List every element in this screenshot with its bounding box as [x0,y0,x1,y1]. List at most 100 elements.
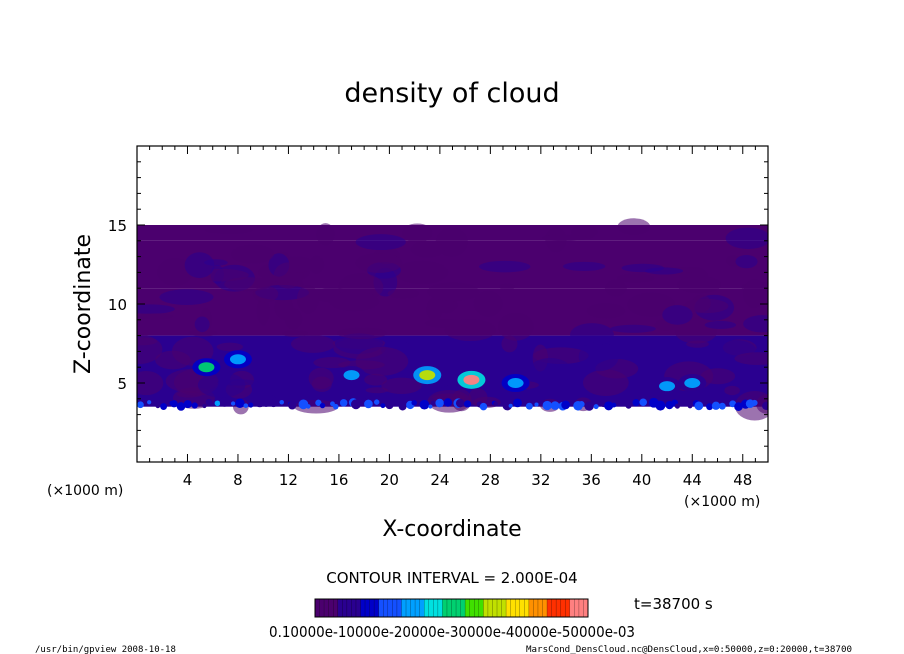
colorbar-step [574,599,580,617]
layer-base-speck [593,404,599,410]
field-patch [157,258,194,286]
layer-base-speck [435,398,444,408]
time-label: t=38700 s [634,595,713,613]
field-patch [217,379,259,386]
layer-base-speck [288,401,297,410]
colorbar-step [360,599,366,617]
colorbar-step [428,599,434,617]
x-tick-label: 20 [380,471,399,489]
layer-base-speck [542,400,552,411]
colorbar-step [565,599,571,617]
colorbar-step [560,599,566,617]
colorbar-tick-labels: 0.10000e-10000e-20000e-30000e-40000e-500… [269,623,635,641]
layer-base-speck [263,401,269,407]
field-patch [355,346,409,376]
colorbar-frame [314,598,589,618]
layer-base-speck [380,403,386,409]
layer-base-speck [706,403,714,411]
colorbar-step [406,599,411,617]
colorbar-step [424,599,430,617]
cloud-cell-core [684,378,701,388]
x-unit-label: (×1000 m) [684,494,760,510]
footer-left: /usr/bin/gpview 2008-10-18 [35,645,176,654]
field-patch [528,357,572,385]
colorbar-step [351,599,357,617]
colorbar-step [401,599,407,617]
field-patch [313,357,351,369]
layer-base-speck [191,402,198,409]
field-patch [395,260,449,285]
field-patch [308,255,325,274]
field-patch [497,312,534,341]
cloud-cell-core [198,362,215,373]
colorbar-step [456,599,461,617]
layer-base-speck [443,398,453,407]
field-patch [704,320,737,329]
colorbar-step [542,599,548,617]
colorbar-step [524,599,530,617]
field-patch [468,388,488,406]
field-patch [194,316,210,333]
layer-base-speck [513,398,522,408]
colorbar-step [355,599,361,617]
field-patch [604,279,627,297]
colorbar-step [537,599,543,617]
x-tick-label: 32 [531,471,550,489]
layer-base-speck [137,401,144,409]
layer-base-speck [428,404,433,409]
field-patch [676,276,722,294]
field-patch [541,234,587,242]
colorbar-step [469,599,475,617]
layer-base-speck [298,399,309,410]
x-axis-label: X-coordinate [382,517,521,542]
field-patch [735,254,758,269]
field-patch [610,324,656,333]
field-patch [256,296,270,326]
field-patch [355,253,403,273]
colorbar-step [383,599,389,617]
layer-base-speck [578,401,585,408]
layer-base-speck [230,401,236,406]
x-tick-label: 28 [481,471,500,489]
colorbar-step [497,599,502,617]
colorbar-step [324,599,329,617]
field-patch [743,279,766,308]
colorbar-step [315,599,320,617]
colorbar-step [415,599,420,617]
layer-base-speck [674,403,680,409]
field-patch [427,282,480,302]
colorbar-step [451,599,457,617]
cloud-cell-core [343,370,360,381]
cloud-density-field [137,218,768,421]
colorbar-step [478,599,484,617]
colorbar-step [437,599,443,617]
field-patch [137,313,174,320]
colorbar-step [419,599,425,617]
layer-base-speck [762,401,768,411]
field-patch [627,292,676,317]
contour-interval-label: CONTOUR INTERVAL = 2.000E-04 [326,569,577,587]
colorbar-step [346,599,352,617]
layer-base-speck [398,402,407,411]
field-patch [137,304,175,314]
field-patch [662,305,693,325]
layer-base-speck [734,402,743,411]
colorbar-step [442,599,448,617]
x-tick-label: 40 [632,471,651,489]
x-tick-label: 48 [733,471,752,489]
colorbar-step [410,599,416,617]
field-patch [252,285,279,303]
layer-base-speck [584,401,594,411]
field-patch [621,263,665,273]
layer-base-speck [411,399,417,406]
field-patch [355,234,406,251]
layer-base-speck [711,401,721,410]
layer-base-speck [655,400,666,411]
x-tick-label: 36 [582,471,601,489]
layer-base-speck [463,400,472,408]
colorbar-step [519,599,525,617]
layer-base-speck [155,403,161,409]
